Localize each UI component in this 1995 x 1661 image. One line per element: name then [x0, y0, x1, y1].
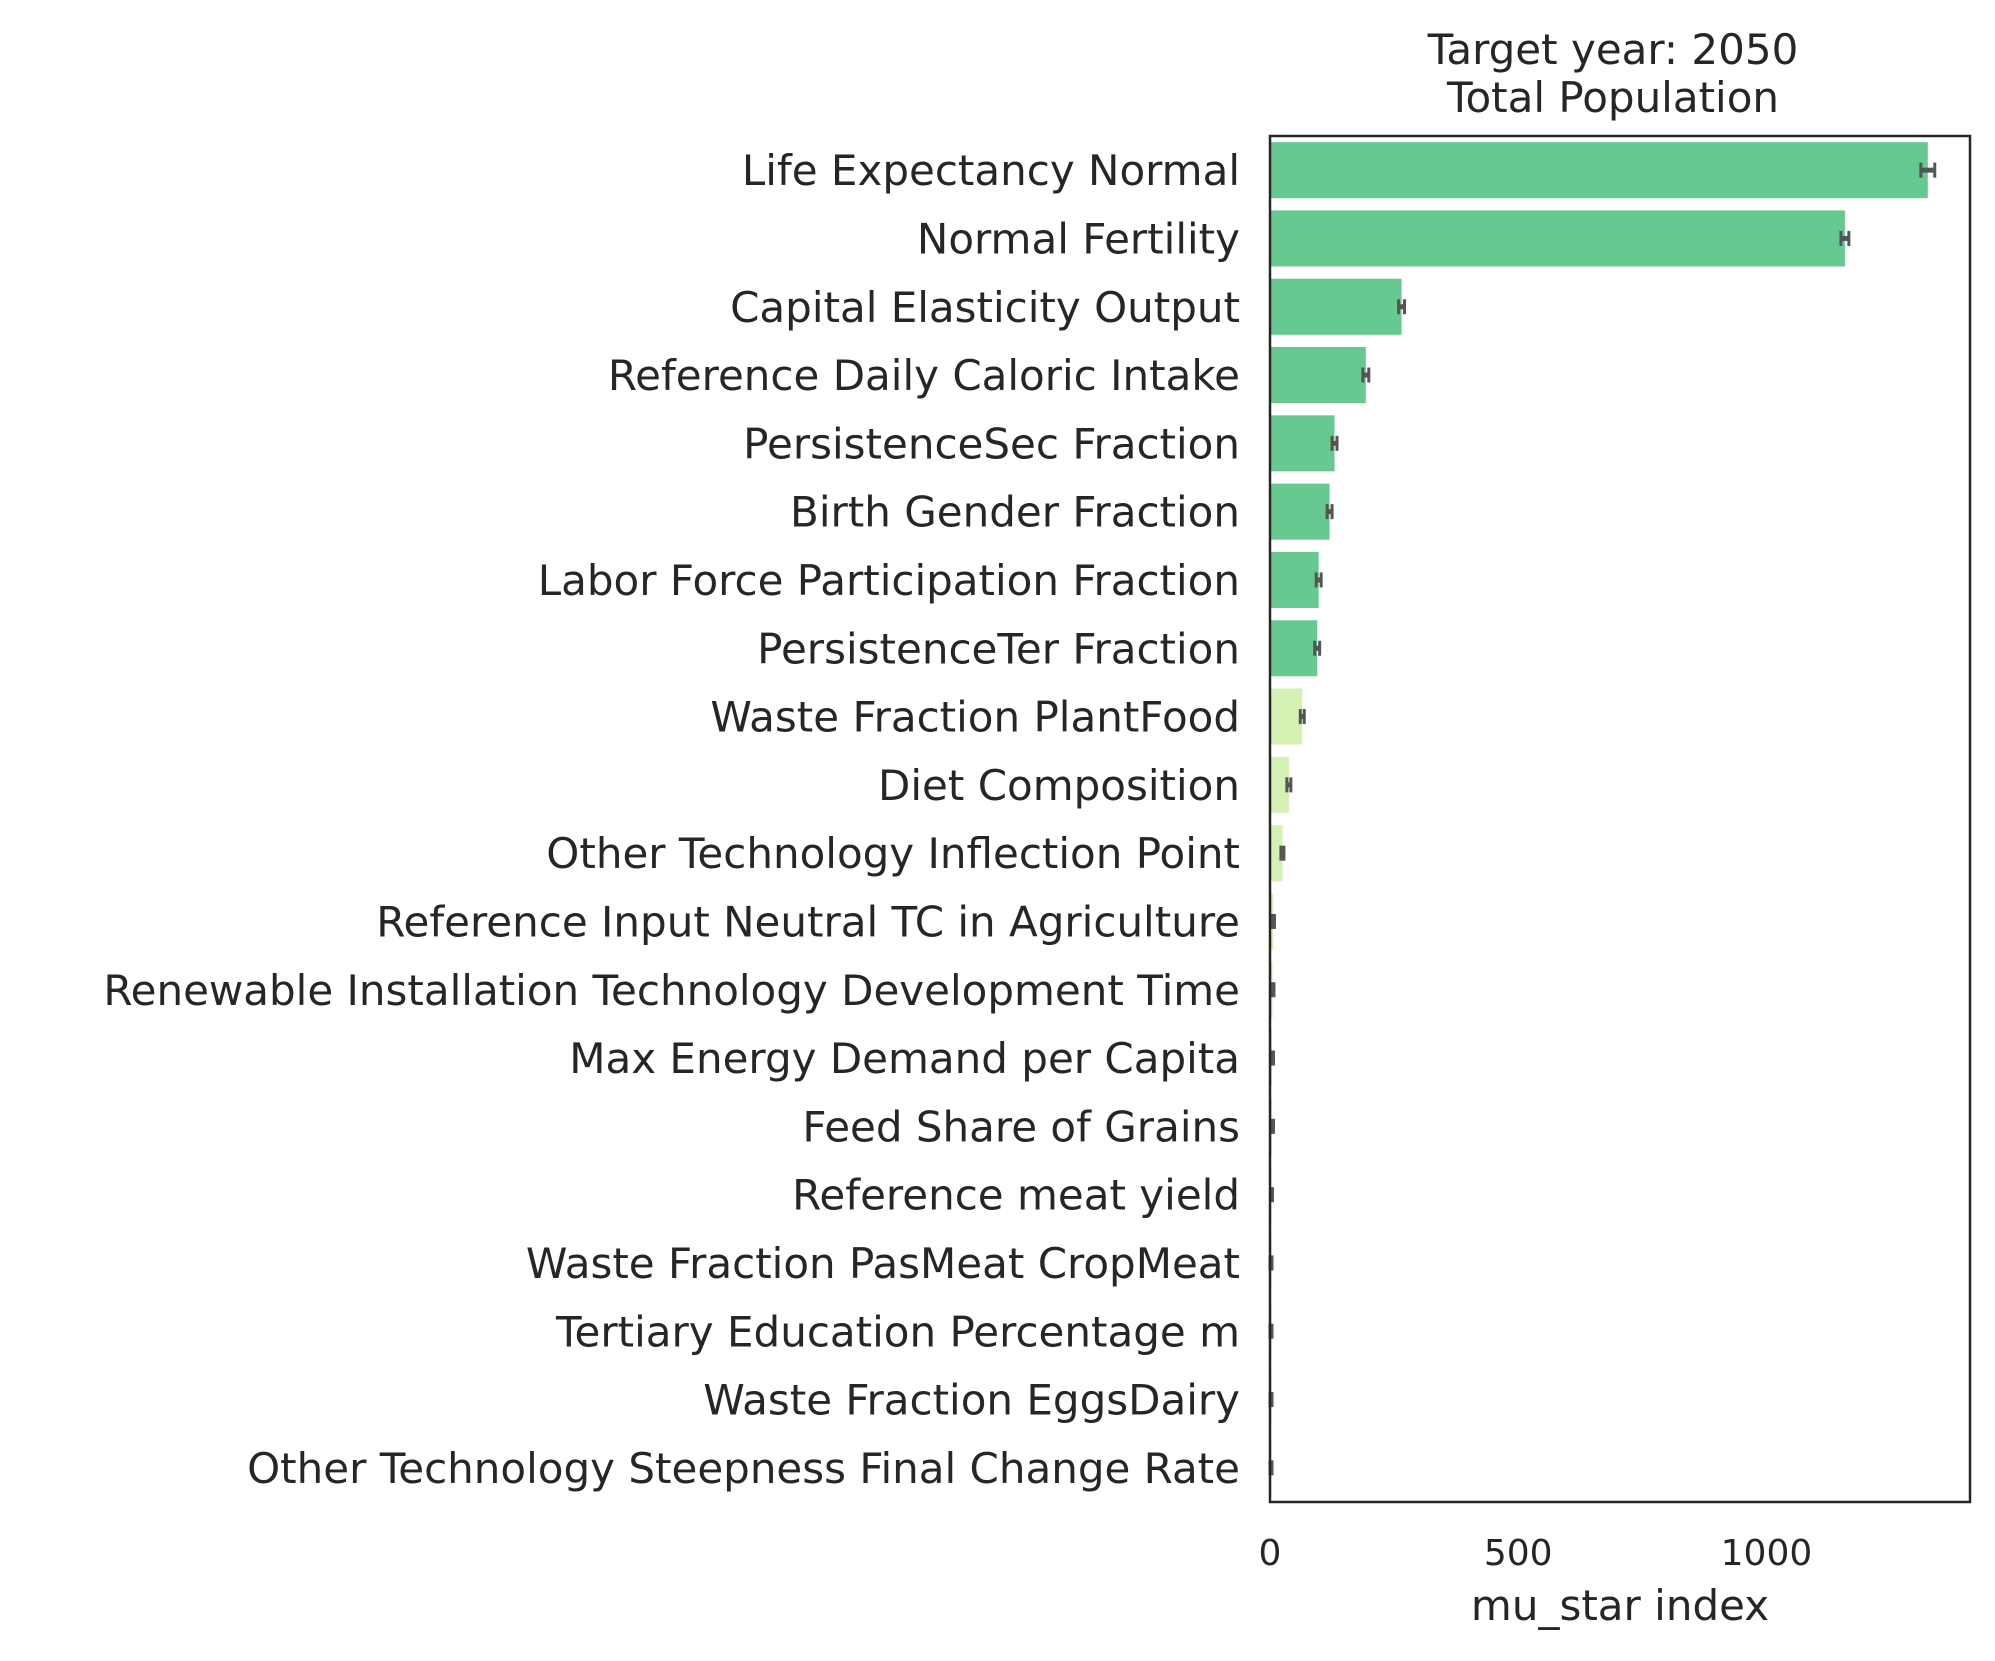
y-tick-label: Labor Force Participation Fraction — [538, 556, 1240, 605]
y-tick-label: PersistenceTer Fraction — [757, 624, 1240, 673]
bar — [1270, 756, 1289, 813]
x-tick-label: 1000 — [1721, 1533, 1813, 1574]
bar — [1270, 210, 1845, 267]
y-tick-label: Capital Elasticity Output — [730, 283, 1240, 332]
x-ticks: 0 500 1000 — [1259, 1533, 1813, 1574]
plot-frame — [1268, 134, 1972, 1504]
y-tick-label: Renewable Installation Technology Develo… — [103, 966, 1240, 1015]
x-tick-label: 500 — [1484, 1533, 1553, 1574]
y-tick-label: Life Expectancy Normal — [742, 146, 1240, 195]
y-tick-label: PersistenceSec Fraction — [743, 419, 1240, 468]
y-tick-label: Birth Gender Fraction — [790, 488, 1240, 537]
y-tick-label: Feed Share of Grains — [802, 1102, 1240, 1151]
bar — [1270, 278, 1402, 335]
bar — [1270, 551, 1319, 608]
y-tick-label: Reference Daily Caloric Intake — [608, 351, 1240, 400]
bar — [1270, 688, 1303, 745]
y-tick-labels: Life Expectancy Normal Normal Fertility Ca… — [103, 146, 1240, 1493]
bar — [1270, 142, 1928, 199]
x-axis-label: mu_star index — [1471, 1581, 1769, 1630]
y-tick-label: Waste Fraction PlantFood — [710, 693, 1240, 742]
bar — [1270, 415, 1335, 472]
bar — [1270, 620, 1318, 677]
chart-title: Target year: 2050 — [1427, 25, 1799, 74]
y-tick-label: Reference Input Neutral TC in Agricultur… — [376, 897, 1240, 946]
bar — [1270, 347, 1366, 404]
y-tick-label: Waste Fraction PasMeat CropMeat — [526, 1239, 1240, 1288]
y-tick-label: Waste Fraction EggsDairy — [703, 1376, 1240, 1425]
bar — [1270, 483, 1330, 540]
y-tick-label: Tertiary Education Percentage m — [555, 1307, 1240, 1356]
x-tick-label: 0 — [1259, 1533, 1282, 1574]
bar — [1270, 825, 1283, 882]
y-tick-label: Diet Composition — [878, 761, 1240, 810]
y-tick-label: Normal Fertility — [917, 214, 1240, 263]
y-tick-label: Other Technology Inflection Point — [546, 829, 1240, 878]
y-tick-label: Other Technology Steepness Final Change … — [247, 1444, 1240, 1493]
y-tick-label: Max Energy Demand per Capita — [569, 1034, 1240, 1083]
y-tick-label: Reference meat yield — [792, 1171, 1240, 1220]
bars-layer — [1268, 142, 1937, 1496]
chart-subtitle: Total Population — [1446, 73, 1779, 122]
